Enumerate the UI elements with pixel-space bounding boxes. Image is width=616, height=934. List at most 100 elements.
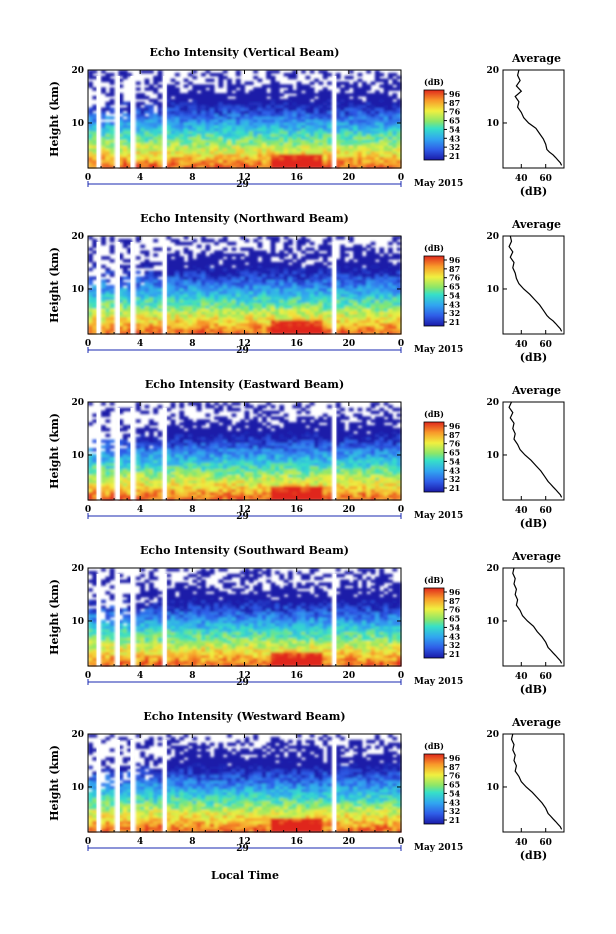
heatmap-cells bbox=[88, 402, 402, 501]
x-tick-label: 16 bbox=[290, 339, 303, 349]
chart-title: Echo Intensity (Westward Beam) bbox=[143, 710, 345, 723]
data-gap bbox=[116, 408, 120, 500]
data-gap bbox=[333, 76, 337, 168]
x-tick-label: 8 bbox=[189, 173, 195, 183]
day-label: 29 bbox=[236, 678, 249, 688]
data-gap bbox=[163, 740, 167, 832]
y-tick-label: 20 bbox=[71, 232, 84, 242]
x-tick-label: 8 bbox=[189, 339, 195, 349]
colorbar-unit: (dB) bbox=[424, 575, 444, 585]
heatmap-cells bbox=[88, 70, 402, 169]
profile-y-tick-label: 10 bbox=[486, 451, 499, 461]
data-gap bbox=[97, 574, 101, 666]
profile-y-tick-label: 10 bbox=[486, 783, 499, 793]
profile-x-label: (dB) bbox=[520, 849, 547, 862]
data-gap bbox=[131, 408, 135, 500]
data-gap bbox=[163, 408, 167, 500]
chart-title: Echo Intensity (Eastward Beam) bbox=[145, 378, 344, 391]
colorbar bbox=[424, 256, 444, 326]
heatmap-cells bbox=[88, 236, 402, 335]
average-title: Average bbox=[511, 52, 561, 65]
data-gap bbox=[97, 740, 101, 832]
y-tick-label: 20 bbox=[71, 564, 84, 574]
data-gap bbox=[333, 408, 337, 500]
x-tick-label: 4 bbox=[137, 671, 143, 681]
x-tick-label: 20 bbox=[343, 505, 356, 515]
profile-frame bbox=[503, 734, 564, 832]
data-gap bbox=[131, 574, 135, 666]
profile-x-tick-label: 40 bbox=[515, 506, 528, 516]
profile-x-label: (dB) bbox=[520, 351, 547, 364]
data-gap bbox=[116, 574, 120, 666]
colorbar bbox=[424, 588, 444, 658]
day-label: 29 bbox=[236, 512, 249, 522]
date-label: May 2015 bbox=[414, 843, 463, 853]
profile-y-tick-label: 20 bbox=[486, 730, 499, 740]
data-gap bbox=[333, 574, 337, 666]
y-tick-label: 20 bbox=[71, 398, 84, 408]
heatmap-cells bbox=[88, 568, 402, 667]
profile-frame bbox=[503, 568, 564, 666]
date-label: May 2015 bbox=[414, 179, 463, 189]
day-label: 29 bbox=[236, 180, 249, 190]
colorbar bbox=[424, 90, 444, 160]
x-tick-label: 16 bbox=[290, 173, 303, 183]
x-tick-label: 8 bbox=[189, 671, 195, 681]
profile-line bbox=[513, 568, 562, 663]
colorbar-unit: (dB) bbox=[424, 243, 444, 253]
profile-y-tick-label: 20 bbox=[486, 66, 499, 76]
profile-x-tick-label: 60 bbox=[539, 672, 552, 682]
x-tick-label: 20 bbox=[343, 671, 356, 681]
profile-y-tick-label: 20 bbox=[486, 398, 499, 408]
profile-y-tick-label: 20 bbox=[486, 564, 499, 574]
date-label: May 2015 bbox=[414, 511, 463, 521]
data-gap bbox=[116, 740, 120, 832]
data-gap bbox=[97, 76, 101, 168]
x-tick-label: 4 bbox=[137, 339, 143, 349]
profile-y-tick-label: 10 bbox=[486, 119, 499, 129]
colorbar-unit: (dB) bbox=[424, 741, 444, 751]
profile-x-tick-label: 60 bbox=[539, 174, 552, 184]
profile-frame bbox=[503, 402, 564, 500]
data-gap bbox=[163, 574, 167, 666]
colorbar-tick-label: 21 bbox=[449, 815, 460, 825]
average-title: Average bbox=[511, 550, 561, 563]
profile-y-tick-label: 20 bbox=[486, 232, 499, 242]
chart-title: Echo Intensity (Southward Beam) bbox=[140, 544, 349, 557]
data-gap bbox=[333, 242, 337, 334]
profile-x-label: (dB) bbox=[520, 683, 547, 696]
colorbar-tick-label: 21 bbox=[449, 483, 460, 493]
y-tick-label: 10 bbox=[71, 119, 84, 129]
profile-line bbox=[509, 402, 561, 497]
heatmap bbox=[88, 402, 402, 501]
x-tick-label: 8 bbox=[189, 837, 195, 847]
data-gap bbox=[97, 408, 101, 500]
profile-x-label: (dB) bbox=[520, 517, 547, 530]
data-gap bbox=[131, 740, 135, 832]
data-gap bbox=[131, 242, 135, 334]
colorbar bbox=[424, 422, 444, 492]
colorbar-tick-label: 21 bbox=[449, 649, 460, 659]
profile-frame bbox=[503, 70, 564, 168]
x-tick-label: 16 bbox=[290, 837, 303, 847]
y-tick-label: 20 bbox=[71, 730, 84, 740]
x-tick-label: 8 bbox=[189, 505, 195, 515]
average-title: Average bbox=[511, 218, 561, 231]
data-gap bbox=[163, 242, 167, 334]
y-tick-label: 10 bbox=[71, 285, 84, 295]
x-tick-label: 4 bbox=[137, 173, 143, 183]
colorbar-unit: (dB) bbox=[424, 409, 444, 419]
day-label: 29 bbox=[236, 346, 249, 356]
profile-x-tick-label: 40 bbox=[515, 838, 528, 848]
day-label: 29 bbox=[236, 844, 249, 854]
average-title: Average bbox=[511, 384, 561, 397]
heatmap bbox=[88, 568, 402, 667]
chart-title: Echo Intensity (Northward Beam) bbox=[140, 212, 349, 225]
